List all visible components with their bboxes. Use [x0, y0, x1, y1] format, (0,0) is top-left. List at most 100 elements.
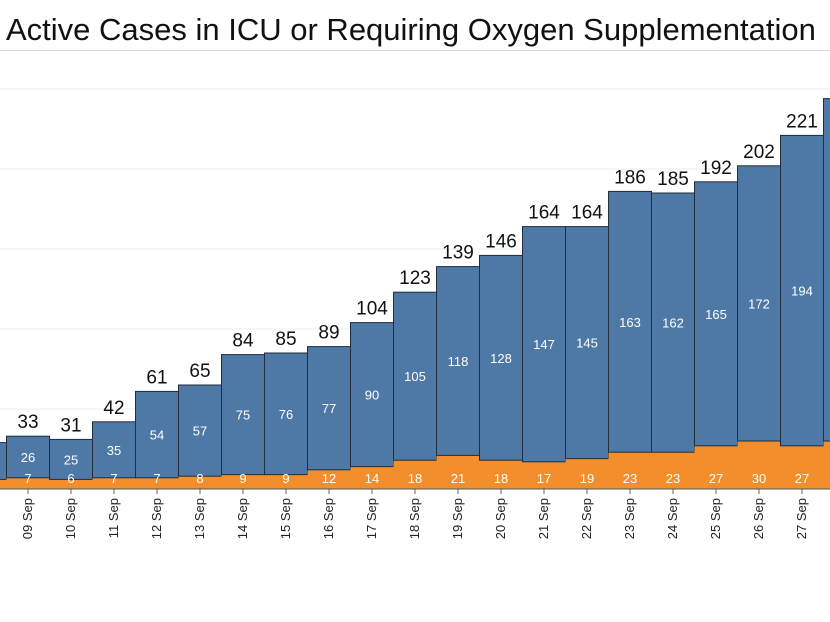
- total-label: 164: [571, 203, 603, 224]
- x-tick-label: 27 Sep: [794, 498, 809, 539]
- bar-segment-upper: [264, 352, 308, 476]
- bar-segment-upper: [565, 226, 609, 460]
- segment-label-lower: 27: [709, 471, 723, 486]
- segment-label-upper: 162: [662, 316, 684, 331]
- bar-segment-upper: [350, 322, 394, 468]
- total-label: 186: [614, 167, 646, 188]
- segment-label-lower: 30: [752, 471, 766, 486]
- x-tick-label: 14 Sep: [235, 498, 250, 539]
- bar-segment-lower: [522, 461, 566, 489]
- bar-segment-lower: [694, 445, 738, 489]
- segment-label-upper: 172: [748, 296, 770, 311]
- bar-segment-lower: [307, 469, 351, 489]
- segment-label-upper: 25: [64, 452, 78, 467]
- segment-label-lower: 19: [580, 471, 594, 486]
- segment-label-upper: 35: [107, 443, 121, 458]
- segment-label-upper: 163: [619, 315, 641, 330]
- segment-label-lower: 27: [795, 471, 809, 486]
- segment-label-upper: 90: [365, 388, 379, 403]
- bar-segment-lower: [49, 479, 93, 489]
- total-label: 42: [103, 398, 124, 419]
- bar-segment-upper: [608, 190, 652, 453]
- segment-label-lower: 17: [537, 471, 551, 486]
- bar-segment-lower: [178, 476, 222, 489]
- segment-label-lower: 18: [408, 471, 422, 486]
- total-label: 85: [275, 329, 296, 350]
- bar-segment-upper: [694, 181, 738, 447]
- x-tick-label: 10 Sep: [63, 498, 78, 539]
- bar-segment-upper: [522, 226, 566, 463]
- x-tick-label: 13 Sep: [192, 498, 207, 539]
- bar-segment-upper: [135, 390, 179, 479]
- x-tick-label: 16 Sep: [321, 498, 336, 539]
- total-label: 61: [146, 367, 167, 388]
- title-divider: [0, 50, 830, 51]
- x-tick-label: 23 Sep: [622, 498, 637, 539]
- segment-label-upper: 57: [193, 424, 207, 439]
- bar-segment-lower: [436, 455, 480, 489]
- bar-segment-upper: [393, 291, 437, 461]
- total-label: 33: [17, 412, 38, 433]
- segment-label-lower: 18: [494, 471, 508, 486]
- segment-label-lower: 9: [239, 471, 246, 486]
- x-tick-label: 21 Sep: [536, 498, 551, 539]
- bar-segment-lower: [823, 441, 830, 489]
- bar-segment-lower: [651, 452, 695, 489]
- segment-label-upper: 165: [705, 307, 727, 322]
- total-label: 192: [700, 158, 732, 179]
- total-label: 104: [356, 299, 388, 320]
- bar-segment-lower: [92, 477, 136, 489]
- bar-segment-lower: [221, 474, 265, 489]
- total-label: 202: [743, 142, 775, 163]
- bar-segment-upper: [823, 98, 830, 442]
- bar-segment-lower: [6, 477, 50, 489]
- x-tick-label: 12 Sep: [149, 498, 164, 539]
- total-label: 89: [318, 323, 339, 344]
- x-tick-label: 25 Sep: [708, 498, 723, 539]
- bar-segment-upper: [49, 438, 93, 480]
- bar-segment-upper: [0, 442, 7, 480]
- total-label: 185: [657, 169, 689, 190]
- total-label: 123: [399, 268, 431, 289]
- segment-label-upper: 105: [404, 369, 426, 384]
- bar-segment-lower: [565, 458, 609, 489]
- segment-label-lower: 7: [24, 471, 31, 486]
- bar-segment-lower: [264, 474, 308, 489]
- segment-label-lower: 8: [196, 471, 203, 486]
- x-tick-label: 15 Sep: [278, 498, 293, 539]
- bar-segment-upper: [6, 435, 50, 479]
- x-tick-label: 18 Sep: [407, 498, 422, 539]
- bar-segment-lower: [780, 445, 824, 489]
- segment-label-lower: 9: [282, 471, 289, 486]
- segment-label-lower: 23: [666, 471, 680, 486]
- segment-label-lower: 23: [623, 471, 637, 486]
- bar-segment-upper: [178, 384, 222, 477]
- segment-label-upper: 54: [150, 428, 164, 443]
- total-label: 84: [232, 331, 254, 352]
- bar-segment-upper: [651, 192, 695, 453]
- bar-segment-upper: [307, 346, 351, 471]
- x-tick-label: 26 Sep: [751, 498, 766, 539]
- bar-segment-upper: [436, 266, 480, 456]
- chart-title: Active Cases in ICU or Requiring Oxygen …: [6, 12, 816, 47]
- x-tick-label: 19 Sep: [450, 498, 465, 539]
- segment-label-upper: 76: [279, 407, 293, 422]
- bar-segment-lower: [479, 460, 523, 489]
- total-label: 221: [786, 111, 818, 132]
- bars: [0, 98, 830, 489]
- segment-label-upper: 128: [490, 351, 512, 366]
- x-tick-label: 17 Sep: [364, 498, 379, 539]
- segment-label-upper: 118: [448, 354, 469, 369]
- segment-label-lower: 7: [110, 471, 117, 486]
- segment-label-lower: 6: [67, 471, 74, 486]
- segment-label-upper: 77: [322, 401, 336, 416]
- segment-label-upper: 75: [236, 408, 250, 423]
- x-tick-label: 20 Sep: [493, 498, 508, 539]
- x-tick-label: 22 Sep: [579, 498, 594, 539]
- bar-segment-upper: [221, 354, 265, 476]
- bar-segment-lower: [0, 479, 7, 489]
- segment-label-lower: 14: [365, 471, 379, 486]
- bar-segment-upper: [780, 134, 824, 447]
